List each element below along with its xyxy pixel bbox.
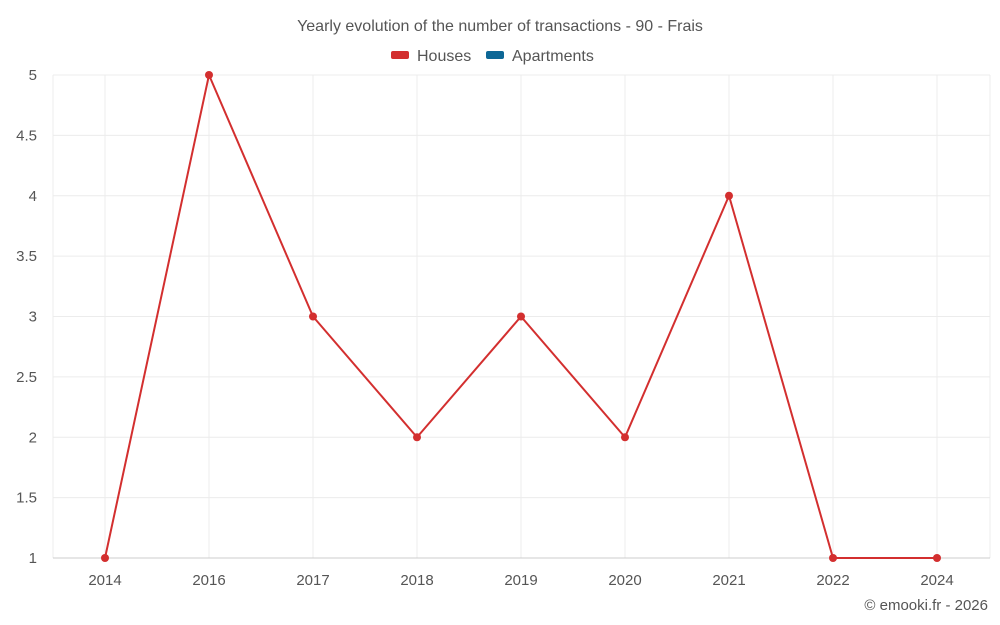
x-tick-label: 2022 <box>816 572 849 589</box>
data-point-houses[interactable] <box>413 433 421 442</box>
y-tick-label: 2 <box>29 429 37 446</box>
data-point-houses[interactable] <box>309 312 317 321</box>
legend-swatch-houses <box>391 51 409 59</box>
y-tick-label: 1.5 <box>16 490 37 507</box>
x-tick-label: 2014 <box>88 572 121 589</box>
series-points <box>101 71 941 562</box>
data-point-houses[interactable] <box>621 433 629 442</box>
y-tick-label: 4.5 <box>16 127 37 144</box>
data-point-houses[interactable] <box>829 554 837 562</box>
legend-label-apartments: Apartments <box>512 48 594 65</box>
legend-swatch-apartments <box>486 51 504 59</box>
legend-item-houses[interactable]: Houses <box>391 48 471 65</box>
y-axis-labels: 1 1.5 2 2.5 3 3.5 4 4.5 5 <box>16 67 37 567</box>
legend-item-apartments[interactable]: Apartments <box>486 48 594 65</box>
y-tick-label: 3 <box>29 309 37 326</box>
data-point-houses[interactable] <box>517 312 525 321</box>
x-tick-label: 2016 <box>192 572 225 589</box>
x-tick-label: 2017 <box>296 572 329 589</box>
y-tick-label: 5 <box>29 67 37 84</box>
data-point-houses[interactable] <box>101 554 109 562</box>
y-tick-label: 4 <box>29 188 37 205</box>
data-point-houses[interactable] <box>933 554 941 562</box>
chart-title: Yearly evolution of the number of transa… <box>297 18 703 35</box>
y-tick-label: 2.5 <box>16 369 37 386</box>
x-tick-label: 2021 <box>712 572 745 589</box>
credit-text: © emooki.fr - 2026 <box>864 597 988 614</box>
data-point-houses[interactable] <box>205 71 213 79</box>
legend: Houses Apartments <box>391 48 594 65</box>
x-tick-label: 2019 <box>504 572 537 589</box>
y-tick-label: 3.5 <box>16 248 37 265</box>
y-tick-label: 1 <box>29 550 37 567</box>
legend-label-houses: Houses <box>417 48 471 65</box>
x-tick-label: 2018 <box>400 572 433 589</box>
x-tick-label: 2020 <box>608 572 641 589</box>
data-point-houses[interactable] <box>725 191 733 200</box>
x-tick-label: 2024 <box>920 572 953 589</box>
x-axis-labels: 2014 2016 2017 2018 2019 2020 2021 2022 2024 <box>88 572 953 589</box>
